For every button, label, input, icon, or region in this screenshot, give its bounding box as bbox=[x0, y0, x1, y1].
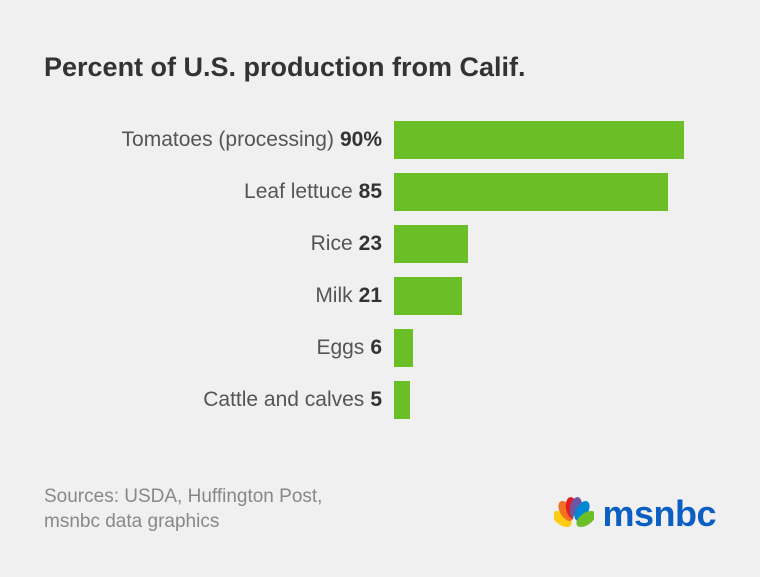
category-label: Tomatoes (processing) bbox=[122, 128, 334, 152]
bar-label-area: Leaf lettuce85 bbox=[44, 180, 394, 204]
bar-fill bbox=[394, 381, 410, 419]
bar-track bbox=[394, 329, 716, 367]
chart-container: Percent of U.S. production from Calif. T… bbox=[0, 0, 760, 419]
bar-label-area: Tomatoes (processing)90% bbox=[44, 128, 394, 152]
bar-fill bbox=[394, 225, 468, 263]
bar-label-area: Cattle and calves5 bbox=[44, 388, 394, 412]
source-text: Sources: USDA, Huffington Post, msnbc da… bbox=[44, 484, 322, 535]
value-label: 90% bbox=[340, 128, 382, 152]
source-line-2: msnbc data graphics bbox=[44, 509, 322, 535]
source-line-1: Sources: USDA, Huffington Post, bbox=[44, 484, 322, 510]
value-label: 21 bbox=[359, 284, 382, 308]
bar-track bbox=[394, 173, 716, 211]
bar-track bbox=[394, 121, 716, 159]
bar-rows: Tomatoes (processing)90% Leaf lettuce85 Ri… bbox=[44, 121, 716, 419]
brand-text: msnbc bbox=[602, 493, 716, 535]
bar-row: Leaf lettuce85 bbox=[44, 173, 716, 211]
bar-fill bbox=[394, 277, 462, 315]
bar-row: Milk 21 bbox=[44, 277, 716, 315]
category-label: Leaf lettuce bbox=[244, 180, 353, 204]
bar-fill bbox=[394, 329, 413, 367]
category-label: Rice bbox=[311, 232, 353, 256]
chart-title: Percent of U.S. production from Calif. bbox=[44, 52, 716, 83]
bar-track bbox=[394, 225, 716, 263]
bar-fill bbox=[394, 121, 684, 159]
value-label: 23 bbox=[359, 232, 382, 256]
value-label: 5 bbox=[370, 388, 382, 412]
value-label: 6 bbox=[370, 336, 382, 360]
category-label: Eggs bbox=[316, 336, 364, 360]
footer: Sources: USDA, Huffington Post, msnbc da… bbox=[44, 484, 716, 535]
bar-row: Rice23 bbox=[44, 225, 716, 263]
bar-track bbox=[394, 277, 716, 315]
value-label: 85 bbox=[359, 180, 382, 204]
category-label: Milk bbox=[315, 284, 352, 308]
bar-label-area: Milk 21 bbox=[44, 284, 394, 308]
category-label: Cattle and calves bbox=[203, 388, 364, 412]
bar-row: Eggs6 bbox=[44, 329, 716, 367]
bar-row: Tomatoes (processing)90% bbox=[44, 121, 716, 159]
bar-label-area: Rice23 bbox=[44, 232, 394, 256]
bar-label-area: Eggs6 bbox=[44, 336, 394, 360]
bar-track bbox=[394, 381, 716, 419]
bar-fill bbox=[394, 173, 668, 211]
peacock-icon bbox=[554, 497, 594, 531]
bar-row: Cattle and calves5 bbox=[44, 381, 716, 419]
brand-logo: msnbc bbox=[554, 493, 716, 535]
